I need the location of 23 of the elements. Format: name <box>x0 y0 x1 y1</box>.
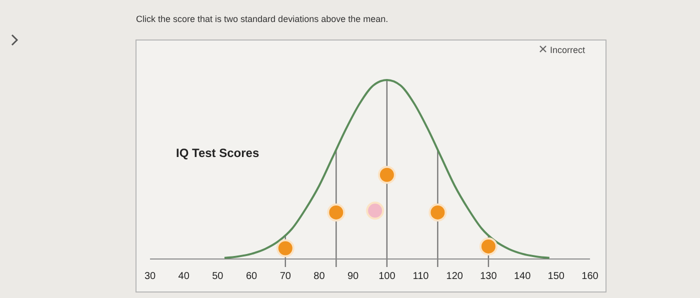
x-tick-label: 80 <box>314 271 326 282</box>
x-tick-label: 140 <box>514 271 532 282</box>
x-tick-label: 130 <box>480 271 498 282</box>
x-tick-label: 150 <box>548 271 565 282</box>
point <box>428 203 447 222</box>
point <box>276 239 294 258</box>
x-tick-label: 50 <box>212 271 224 282</box>
x-tick-label: 110 <box>412 271 430 282</box>
x-tick-label: 70 <box>280 271 292 282</box>
x-tick-label: 90 <box>348 271 360 282</box>
point <box>327 203 346 222</box>
text: IQ Test Scores <box>176 146 260 160</box>
x-tick-label: 60 <box>246 271 258 282</box>
point <box>479 237 498 256</box>
point <box>366 202 384 220</box>
point <box>378 166 396 184</box>
x-tick-label: 160 <box>582 271 599 282</box>
x-tick-label: 100 <box>378 271 396 282</box>
x-tick-label: 40 <box>178 271 190 282</box>
x-tick-label: 30 <box>144 271 156 282</box>
text: Incorrect <box>550 45 586 55</box>
chart-title: Click the score that is two standard deviations above the mean. <box>136 14 388 24</box>
x-tick-label: 120 <box>446 271 464 282</box>
